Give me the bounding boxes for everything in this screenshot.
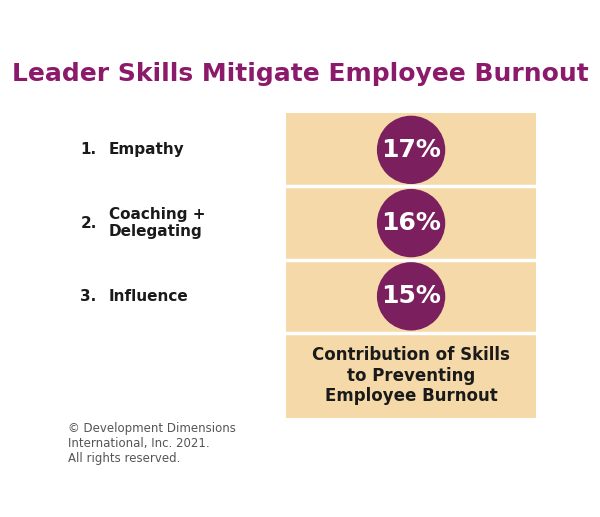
Text: Contribution of Skills
to Preventing
Employee Burnout: Contribution of Skills to Preventing Emp… [312,346,510,405]
Text: © Development Dimensions
International, Inc. 2021.
All rights reserved.: © Development Dimensions International, … [68,422,236,465]
Text: Coaching +
Delegating: Coaching + Delegating [109,207,205,239]
Text: 17%: 17% [381,138,441,162]
Circle shape [377,262,445,330]
Circle shape [377,189,445,257]
Text: 16%: 16% [381,211,441,235]
Text: 15%: 15% [381,284,441,308]
Text: Leader Skills Mitigate Employee Burnout: Leader Skills Mitigate Employee Burnout [11,62,589,86]
Text: Influence: Influence [109,289,188,304]
Circle shape [377,116,445,184]
Text: Empathy: Empathy [109,142,185,157]
Text: 2.: 2. [80,216,97,231]
Text: 1.: 1. [80,142,97,157]
FancyBboxPatch shape [286,113,536,418]
Text: 3.: 3. [80,289,97,304]
